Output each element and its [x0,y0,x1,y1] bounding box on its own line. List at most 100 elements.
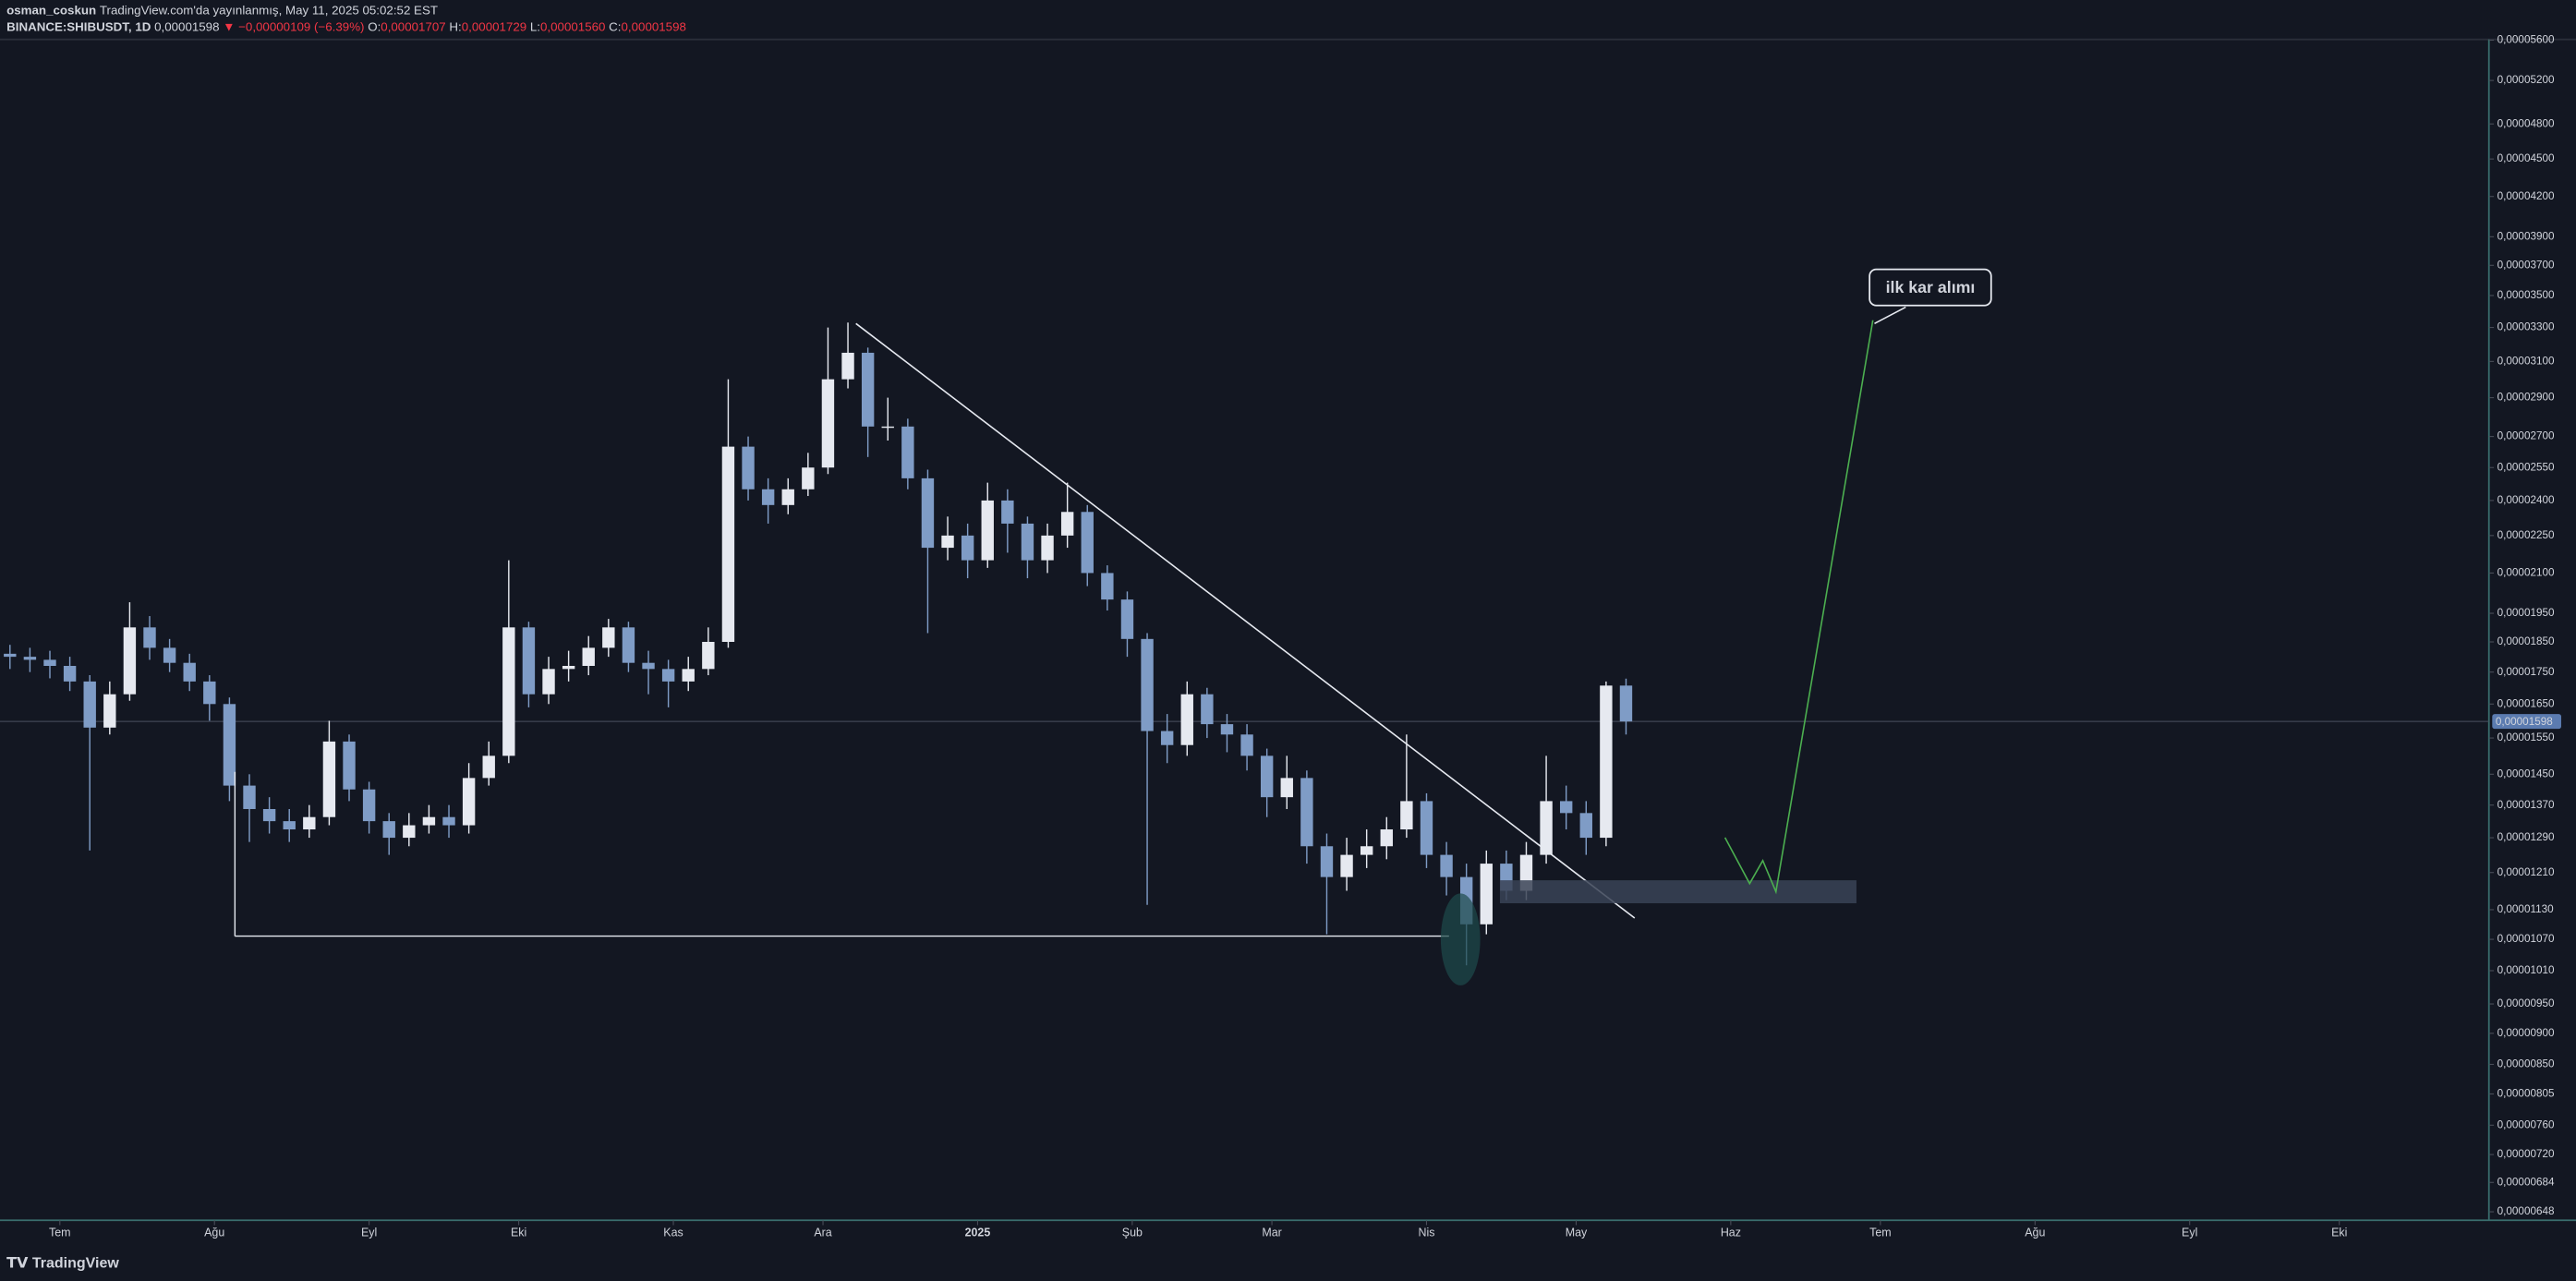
candle-body [303,816,316,830]
candle-body [1041,535,1054,561]
candle-body [343,741,356,790]
y-tick-label: 0,00001070 [2497,933,2555,945]
y-tick-label: 0,00001750 [2497,666,2555,678]
y-tick-label: 0,00004200 [2497,190,2555,202]
y-tick-label: 0,00001550 [2497,731,2555,743]
last-price-label: 0,00001598 [2496,716,2553,728]
last-price-box [2492,714,2561,730]
candle-body [602,627,615,648]
ohlc-value: 0,00001598 [622,19,686,33]
candle-body [1220,724,1234,735]
candle-body [223,704,236,786]
candle-body [1619,685,1633,722]
x-tick-label: 2025 [965,1227,991,1239]
candle-body [143,627,156,648]
y-tick-label: 0,00001210 [2497,866,2555,878]
candle-body [522,627,536,695]
candle-body [1480,864,1493,924]
y-tick-label: 0,00003500 [2497,289,2555,301]
symbol: BINANCE:SHIBUSDT, 1D [6,19,151,33]
x-tick-label: Tem [1869,1227,1892,1239]
candle-body [1340,854,1353,877]
ohlc-key: O: [368,19,381,33]
candle-body [262,808,276,822]
y-tick-label: 0,00004800 [2497,117,2555,129]
candle-body [861,352,875,427]
y-tick-label: 0,00001950 [2497,607,2555,619]
y-tick-label: 0,00003100 [2497,355,2555,367]
candle-body [43,659,56,667]
candle-body [661,669,675,682]
candle-body [1440,854,1453,877]
candle-body [1400,801,1413,830]
candle-body [981,500,994,561]
axes: 0,00005600 0,00005200 0,00004800 0,00004500… [49,34,2561,1239]
x-tick-label: Eyl [361,1227,377,1239]
candle-body [1201,694,1214,725]
y-tick-label: 0,00000684 [2497,1176,2555,1188]
highlight-ellipse [1440,893,1481,985]
callout-box [1869,268,1992,307]
candle-body [183,662,196,682]
candle-body [283,821,296,830]
x-tick-label: Ara [814,1227,831,1239]
trend-line [855,322,1636,919]
candle-body [1579,813,1592,839]
y-tick-label: 0,00002250 [2497,529,2555,541]
y-tick-label: 0,00000805 [2497,1088,2555,1100]
x-tick-label: Eki [511,1227,526,1239]
candle-body [23,657,37,660]
brand-name: TradingView [32,1256,120,1272]
candle-body [1300,778,1313,847]
candle-body [901,426,914,478]
callout-pointer [1874,306,1906,325]
candle-body [622,627,635,663]
candle-body [721,446,735,643]
y-tick-label: 0,00005200 [2497,74,2555,86]
x-tick-label: Şub [1122,1227,1143,1239]
candle-body [1380,829,1393,847]
candle-body [442,816,455,826]
x-tick-label: Eki [2331,1227,2347,1239]
candle-body [881,426,894,429]
y-tick-label: 0,00001370 [2497,799,2555,811]
ohlc-value: 0,00001560 [540,19,605,33]
candle-body [103,694,116,728]
candle-body [1141,638,1154,731]
y-tick-label: 0,00001010 [2497,964,2555,976]
change: ▼ −0,00000109 (−6.39%) [223,19,364,33]
candle-body [562,666,575,670]
candle-body [4,653,17,658]
candle-body [781,489,794,505]
candle-body [941,535,954,549]
candle-body [403,825,416,839]
candle-body [1360,846,1373,855]
price: 0,00001598 [154,19,219,33]
y-tick-label: 0,00002900 [2497,392,2555,404]
candle-body [1180,694,1193,745]
x-tick-label: Ağu [2025,1227,2045,1239]
candle-body [1081,512,1094,574]
plot-area [0,322,2489,966]
candle-body [1600,685,1613,839]
x-tick-label: Mar [1262,1227,1281,1239]
candle-body [123,627,137,695]
y-tick-label: 0,00003700 [2497,259,2555,271]
candle-body [961,535,974,561]
published: TradingView.com'da yayınlanmış, May 11, … [100,3,438,17]
drawings: ilk kar alımı [234,268,1992,985]
candle-body [1001,500,1014,524]
candle-body [462,778,476,826]
candle-body [63,666,77,682]
x-tick-label: Ağu [204,1227,224,1239]
candle-body [1101,573,1114,600]
candle-body [802,467,815,489]
y-tick-label: 0,00001850 [2497,635,2555,647]
brand: 𝗧𝗩 TradingView [6,1256,119,1272]
candle-body [1160,731,1174,745]
candle-body [542,669,555,695]
candle-body [163,647,176,663]
ohlc-value: 0,00001729 [462,19,526,33]
